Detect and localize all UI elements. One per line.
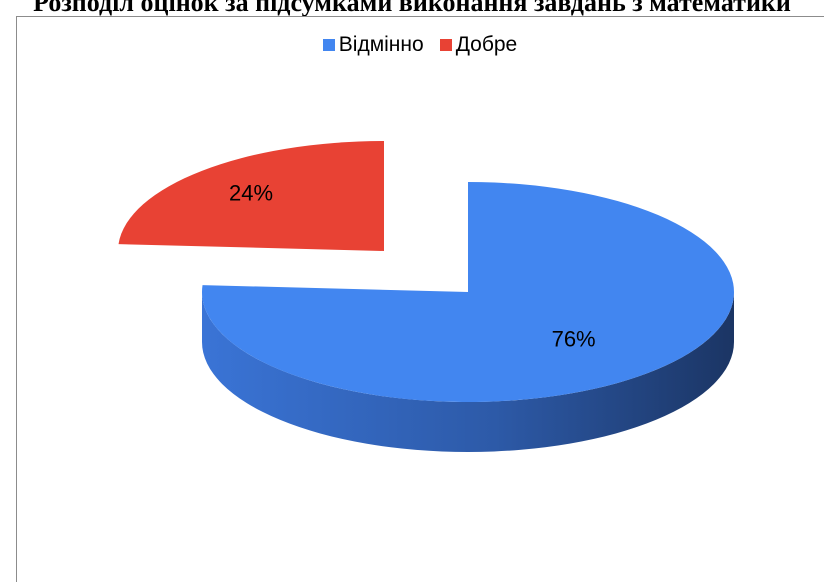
legend-swatch-good xyxy=(439,39,452,51)
legend-swatch-excellent xyxy=(322,39,335,51)
data-label-excellent: 76% xyxy=(552,327,596,352)
legend-item-excellent: Відмінно xyxy=(322,33,424,57)
data-label-good: 24% xyxy=(229,180,273,205)
legend-item-good: Добре xyxy=(439,33,518,57)
slice-top-excellent xyxy=(201,182,734,402)
slice-side-excellent xyxy=(202,292,734,452)
legend-label-good: Добре xyxy=(455,33,518,56)
legend-label-excellent: Відмінно xyxy=(338,33,424,56)
chart-legend: Відмінно Добре xyxy=(16,33,824,57)
page-heading: Розподіл оцінок за підсумками виконання … xyxy=(33,0,791,17)
slice-top-good xyxy=(118,141,384,251)
